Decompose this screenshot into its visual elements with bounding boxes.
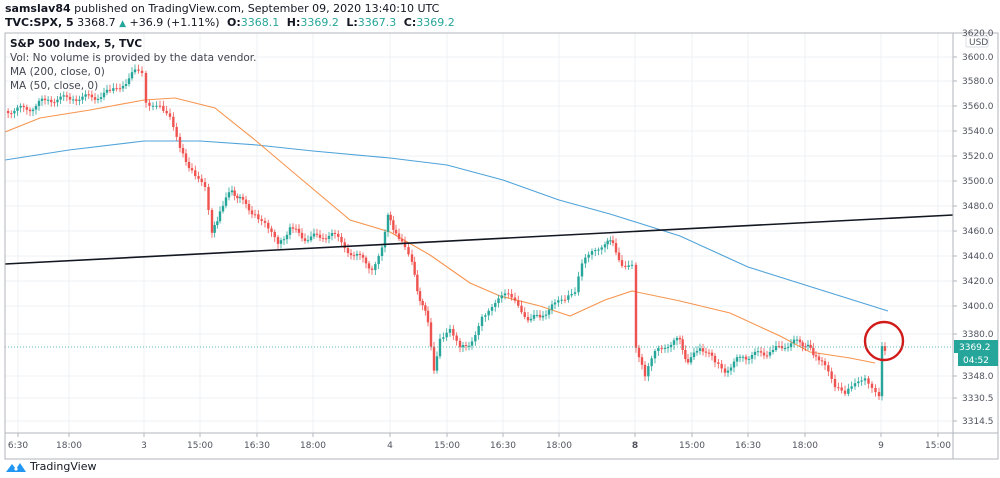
countdown-label: 04:52 [963,356,989,366]
time-tick-label: 18:00 [792,441,818,451]
time-tick-label: 15:00 [679,441,705,451]
price-tick-label: 3480.0 [962,202,994,212]
time-tick-label: 18:00 [56,441,82,451]
time-tick-label: 8 [632,441,638,451]
legend-ma50[interactable]: MA (50, close, 0) [10,79,256,93]
price-tick-label: 3420.0 [962,277,994,287]
time-tick-label: 16:30 [490,441,516,451]
price-tick-label: 3540.0 [962,127,994,137]
time-tick-label: 6:30 [8,441,28,451]
price-tick-label: 3500.0 [962,177,994,187]
price-tick-label: 3600.0 [962,53,994,63]
time-axis[interactable]: 6:30 18:00 3 15:00 16:30 18:00 4 15:00 16:30 18:0… [8,433,951,451]
chart-legend: S&P 500 Index, 5, TVC Vol: No volume is … [10,37,256,93]
brand-name: TradingView [30,460,96,473]
time-tick-label: 18:00 [300,441,326,451]
time-tick-label: 15:00 [925,441,951,451]
current-price-label: 3369.2 [959,343,991,353]
price-tick-label: 3580.0 [962,77,994,87]
trendline[interactable] [5,215,953,264]
price-tick-label: 3520.0 [962,152,994,162]
price-tick-label: 3400.0 [962,302,994,312]
price-tick-label: 3440.0 [962,252,994,262]
tradingview-logo-icon [5,461,27,473]
legend-volume-note: Vol: No volume is provided by the data v… [10,51,256,65]
price-tick-label: 3314.5 [962,417,994,427]
time-tick-label: 9 [878,441,884,451]
time-tick-label: 4 [387,441,393,451]
time-tick-label: 15:00 [434,441,460,451]
time-tick-label: 15:00 [187,441,213,451]
chart-frame [5,33,998,459]
time-tick-label: 16:30 [735,441,761,451]
price-tick-label: 3380.0 [962,330,994,340]
legend-title: S&P 500 Index, 5, TVC [10,37,256,51]
currency-label: USD [969,38,988,48]
footer-brand[interactable]: TradingView [5,460,96,473]
time-tick-label: 3 [141,441,147,451]
price-tick-label: 3460.0 [962,227,994,237]
price-tick-label: 3560.0 [962,102,994,112]
price-axis[interactable]: 3620.03600.03580.03560.03540.03520.03500… [953,29,998,427]
time-tick-label: 16:30 [244,441,270,451]
time-tick-label: 18:00 [546,441,572,451]
price-tick-label: 3330.5 [962,394,994,404]
legend-ma200[interactable]: MA (200, close, 0) [10,65,256,79]
price-tick-label: 3348.0 [962,372,994,382]
